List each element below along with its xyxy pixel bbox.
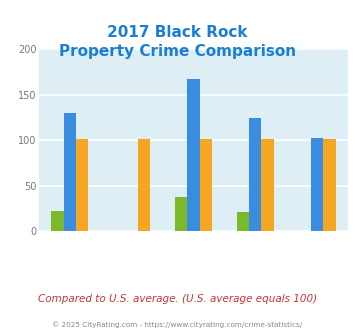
Bar: [64, 113, 76, 231]
Text: Property Crime Comparison: Property Crime Comparison: [59, 45, 296, 59]
Bar: [76, 139, 88, 231]
Bar: [237, 212, 249, 231]
Bar: [261, 139, 274, 231]
Bar: [200, 139, 212, 231]
Bar: [51, 211, 64, 231]
Bar: [323, 139, 335, 231]
Bar: [187, 79, 200, 231]
Text: © 2025 CityRating.com - https://www.cityrating.com/crime-statistics/: © 2025 CityRating.com - https://www.city…: [53, 321, 302, 328]
Bar: [249, 118, 261, 231]
Text: 2017 Black Rock: 2017 Black Rock: [107, 25, 248, 40]
Bar: [311, 138, 323, 231]
Text: Compared to U.S. average. (U.S. average equals 100): Compared to U.S. average. (U.S. average …: [38, 294, 317, 304]
Bar: [138, 139, 150, 231]
Bar: [175, 196, 187, 231]
